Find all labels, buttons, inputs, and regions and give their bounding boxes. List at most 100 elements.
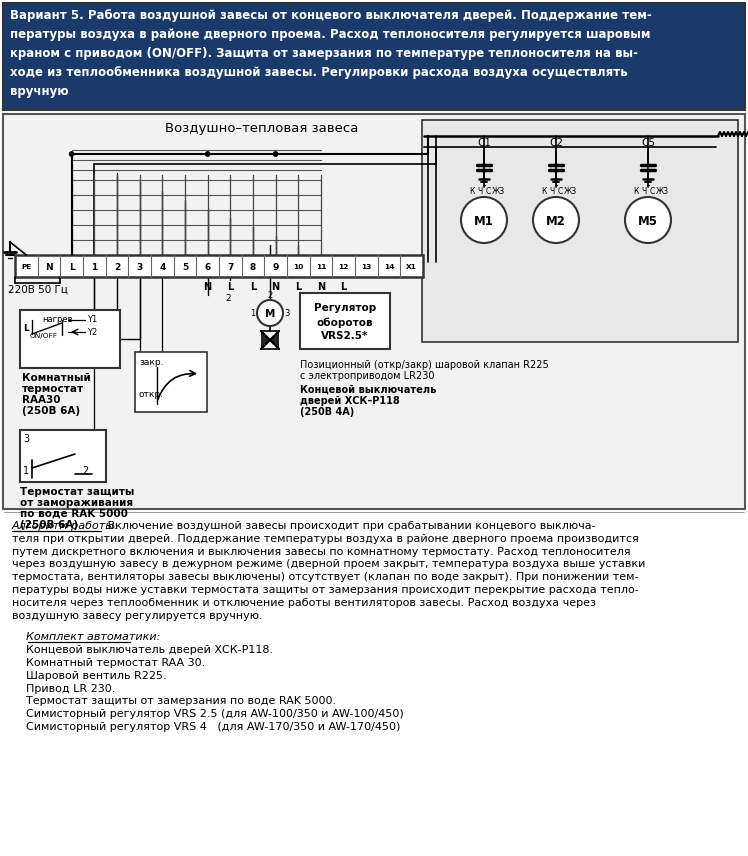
Text: носителя через теплообменник и отключение работы вентиляторов завесы. Расход воз: носителя через теплообменник и отключени… (12, 597, 596, 608)
Text: 12: 12 (339, 264, 349, 270)
Circle shape (257, 300, 283, 326)
Text: 9: 9 (272, 263, 279, 271)
Bar (3, 114, 745, 509)
Circle shape (625, 197, 671, 243)
Text: Позиционный (откр/закр) шаровой клапан R225: Позиционный (откр/закр) шаровой клапан R… (300, 360, 549, 370)
Circle shape (273, 152, 278, 157)
Bar (422, 120, 738, 342)
Text: X1: X1 (406, 264, 417, 270)
Text: L: L (340, 282, 347, 292)
Text: (250В 6А): (250В 6А) (22, 406, 80, 416)
Text: M: M (265, 309, 275, 319)
Text: от замораживания: от замораживания (20, 498, 133, 508)
Bar (135, 352, 207, 412)
Text: M1: M1 (474, 215, 494, 228)
Text: 13: 13 (361, 264, 372, 270)
Text: 220В 50 Гц: 220В 50 Гц (7, 285, 67, 295)
Text: К: К (469, 187, 475, 196)
Text: Концевой выключатель: Концевой выключатель (300, 385, 436, 395)
Text: 1: 1 (23, 466, 29, 476)
Text: 3: 3 (23, 434, 29, 444)
Text: VRS2.5*: VRS2.5* (322, 331, 369, 341)
Text: термостата, вентиляторы завесы выключены) отсутствует (клапан по воде закрыт). П: термостата, вентиляторы завесы выключены… (12, 572, 639, 582)
Text: RAA30: RAA30 (22, 395, 61, 405)
Bar (20, 430, 106, 482)
Text: 3: 3 (137, 263, 143, 271)
Text: С: С (649, 187, 654, 196)
Text: К: К (542, 187, 547, 196)
Bar (3, 3, 745, 110)
Text: 1: 1 (251, 308, 256, 318)
Text: откр.: откр. (139, 390, 164, 399)
Text: пературы воды ниже уставки термостата защиты от замерзания происходит перекрытие: пературы воды ниже уставки термостата за… (12, 585, 639, 595)
Text: Ч: Ч (477, 187, 482, 196)
Text: PE: PE (21, 264, 31, 270)
Text: закр.: закр. (139, 358, 164, 367)
Text: N: N (317, 282, 325, 292)
Text: 2: 2 (267, 292, 272, 300)
Text: теля при открытии дверей. Поддержание температуры воздуха в районе дверного прое: теля при открытии дверей. Поддержание те… (12, 534, 639, 544)
Text: N: N (45, 263, 53, 271)
Text: L: L (250, 282, 256, 292)
Text: дверей ХСК–Р118: дверей ХСК–Р118 (300, 396, 399, 406)
Text: Вариант 5. Работа воздушной завесы от концевого выключателя дверей. Поддержание : Вариант 5. Работа воздушной завесы от ко… (10, 9, 652, 22)
Text: краном с приводом (ON/OFF). Защита от замерзания по температуре теплоносителя на: краном с приводом (ON/OFF). Защита от за… (10, 47, 638, 60)
Text: воздушную завесу регулируется вручную.: воздушную завесу регулируется вручную. (12, 610, 263, 621)
Text: N: N (272, 282, 280, 292)
Text: ходе из теплообменника воздушной завесы. Регулировки расхода воздуха осуществлят: ходе из теплообменника воздушной завесы.… (10, 66, 628, 79)
Circle shape (533, 197, 579, 243)
Text: Y2: Y2 (87, 328, 97, 337)
Text: M2: M2 (546, 215, 566, 228)
Text: 10: 10 (293, 264, 304, 270)
Text: Термостат защиты от замерзания по воде RAK 5000.: Термостат защиты от замерзания по воде R… (12, 697, 336, 706)
Text: пературы воздуха в районе дверного проема. Расход теплоносителя регулируется шар: пературы воздуха в районе дверного проем… (10, 28, 651, 41)
Text: ON/OFF: ON/OFF (30, 333, 58, 339)
Text: 14: 14 (384, 264, 394, 270)
Polygon shape (261, 331, 270, 349)
Text: вручную: вручную (10, 85, 69, 98)
Text: C5: C5 (641, 138, 655, 148)
Text: К: К (634, 187, 639, 196)
Text: C1: C1 (477, 138, 491, 148)
Text: M5: M5 (638, 215, 658, 228)
Text: L: L (23, 324, 28, 333)
Text: Привод LR 230.: Привод LR 230. (12, 684, 115, 693)
Text: ЖЗ: ЖЗ (491, 187, 505, 196)
Text: Симисторный регулятор VRS 4   (для AW-170/350 и AW-170/450): Симисторный регулятор VRS 4 (для AW-170/… (12, 722, 400, 732)
Circle shape (69, 152, 74, 157)
Text: L: L (227, 282, 233, 292)
Text: Воздушно–тепловая завеса: Воздушно–тепловая завеса (165, 122, 358, 135)
Text: Термостат защиты: Термостат защиты (20, 487, 135, 497)
Text: Комнатный: Комнатный (22, 373, 91, 383)
Text: N: N (203, 282, 212, 292)
Text: нагрев: нагрев (42, 315, 73, 324)
Text: C2: C2 (549, 138, 563, 148)
Text: С: С (485, 187, 491, 196)
Text: оборотов: оборотов (316, 317, 373, 328)
Text: Регулятор: Регулятор (314, 303, 376, 313)
Text: 7: 7 (227, 263, 233, 271)
Text: путем дискретного включения и выключения завесы по комнатному термостату. Расход: путем дискретного включения и выключения… (12, 547, 631, 556)
Text: Ч: Ч (549, 187, 554, 196)
Polygon shape (270, 331, 279, 349)
Text: 11: 11 (316, 264, 326, 270)
Text: L: L (295, 282, 301, 292)
Text: 6: 6 (204, 263, 211, 271)
Text: 2: 2 (114, 263, 120, 271)
Circle shape (205, 152, 210, 157)
Text: Концевой выключатель дверей ХСК-Р118.: Концевой выключатель дверей ХСК-Р118. (12, 645, 273, 655)
Text: Алгоритм работы:: Алгоритм работы: (12, 521, 119, 531)
Text: ЖЗ: ЖЗ (563, 187, 577, 196)
Circle shape (461, 197, 507, 243)
Text: 4: 4 (159, 263, 165, 271)
Text: Шаровой вентиль R225.: Шаровой вентиль R225. (12, 671, 167, 681)
Text: 3: 3 (284, 308, 289, 318)
Text: 8: 8 (250, 263, 256, 271)
Text: через воздушную завесу в дежурном режиме (дверной проем закрыт, температура возд: через воздушную завесу в дежурном режиме… (12, 560, 646, 569)
Text: Симисторный регулятор VRS 2.5 (для AW-100/350 и AW-100/450): Симисторный регулятор VRS 2.5 (для AW-10… (12, 710, 404, 719)
Text: L: L (69, 263, 75, 271)
Text: Ч: Ч (641, 187, 646, 196)
Text: с электроприводом LR230: с электроприводом LR230 (300, 371, 435, 381)
Text: 1: 1 (91, 263, 97, 271)
Text: Комплект автоматики:: Комплект автоматики: (12, 633, 160, 642)
